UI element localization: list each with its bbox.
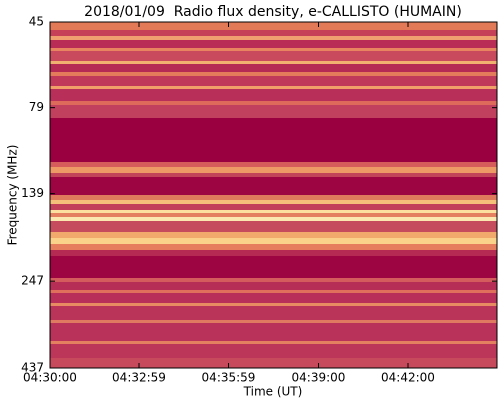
y-tick-label: 45 <box>29 15 44 29</box>
y-tick-label: 139 <box>21 186 44 200</box>
plot-frame <box>49 21 498 369</box>
spectrogram-image <box>50 22 497 368</box>
x-tick-label: 04:32:59 <box>112 371 166 385</box>
x-tick-label: 04:39:00 <box>292 371 346 385</box>
y-tick-label: 79 <box>29 100 44 114</box>
y-tick-label: 437 <box>21 361 44 375</box>
x-tick-label: 04:42:00 <box>381 371 435 385</box>
x-tick-label: 04:30:00 <box>23 371 77 385</box>
y-axis-label: Frequency (MHz) <box>6 145 20 246</box>
x-axis-label: Time (UT) <box>243 385 303 399</box>
chart-title: 2018/01/09 Radio flux density, e-CALLIST… <box>84 4 462 20</box>
y-tick-label: 247 <box>21 274 44 288</box>
x-tick-label: 04:35:59 <box>202 371 256 385</box>
